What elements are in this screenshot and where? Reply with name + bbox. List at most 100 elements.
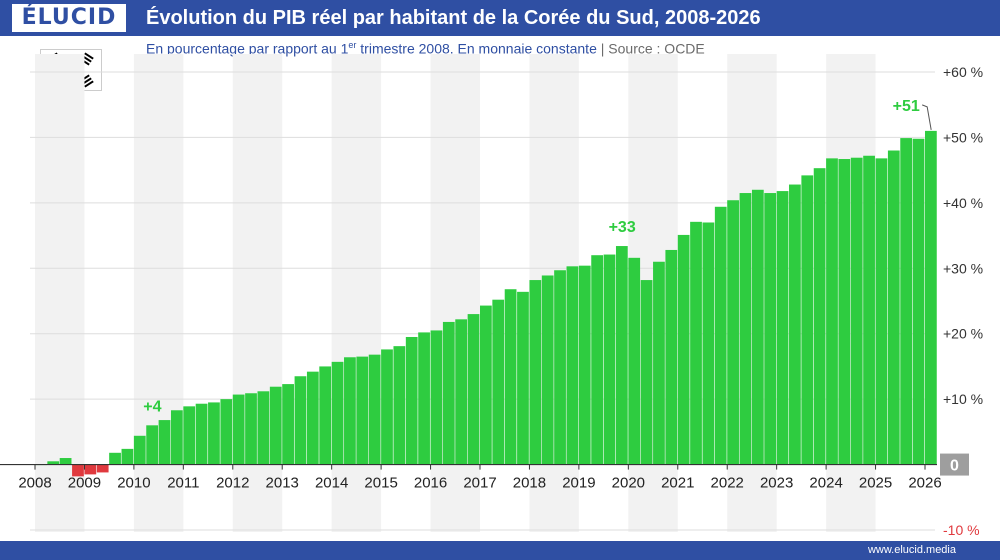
bar — [319, 366, 332, 465]
bar — [72, 464, 84, 477]
x-tick-label: 2015 — [364, 475, 397, 492]
data-annotation: +4 — [143, 398, 161, 415]
bar — [739, 193, 752, 465]
bar — [603, 254, 616, 465]
bar — [356, 356, 369, 465]
bar — [393, 346, 406, 465]
bar — [801, 175, 814, 465]
bar — [59, 458, 72, 465]
bar — [121, 448, 134, 465]
bar — [306, 371, 319, 465]
x-tick-label: 2021 — [661, 475, 694, 492]
bar — [368, 354, 381, 465]
bar — [208, 402, 220, 465]
bar — [133, 435, 146, 465]
bar — [826, 158, 838, 465]
bar — [925, 130, 937, 465]
bar — [566, 266, 579, 465]
bar — [887, 150, 900, 465]
x-tick-label: 2020 — [612, 475, 645, 492]
bar — [541, 275, 554, 465]
y-tick-label: +40 % — [943, 195, 983, 211]
y-tick-label: +20 % — [943, 326, 983, 342]
subtitle-text: En pourcentage par rapport au 1 — [146, 40, 349, 57]
bar — [381, 349, 393, 465]
bars — [35, 130, 937, 477]
bar — [467, 314, 480, 465]
bar — [838, 159, 851, 465]
bar — [875, 158, 888, 465]
bar — [220, 399, 233, 465]
bar — [245, 393, 257, 465]
year-stripe — [35, 54, 85, 532]
footer-url[interactable]: www.elucid.media — [867, 544, 956, 556]
bar — [863, 155, 875, 465]
bar — [170, 410, 183, 465]
x-tick-label: 2023 — [760, 475, 793, 492]
data-annotation: +33 — [609, 219, 636, 236]
x-tick-label: 2022 — [711, 475, 744, 492]
bar — [405, 336, 418, 465]
x-tick-label: 2013 — [266, 475, 299, 492]
bar — [665, 249, 678, 465]
bar — [442, 321, 455, 465]
annotations: +4 +33 +51 — [143, 98, 932, 415]
x-tick-label: 2025 — [859, 475, 892, 492]
bar — [504, 289, 517, 465]
subtitle-superscript: er — [348, 40, 357, 50]
subtitle-separator: | — [600, 40, 605, 57]
bar — [109, 452, 121, 465]
x-tick-label: 2017 — [463, 475, 496, 492]
chart-title: Évolution du PIB réel par habitant de la… — [146, 7, 761, 29]
bar — [257, 391, 270, 465]
bar — [480, 305, 492, 465]
bar — [776, 191, 789, 465]
brand-logo[interactable]: ÉLUCID — [12, 4, 126, 32]
bar — [615, 246, 628, 465]
x-tick-label: 2008 — [18, 475, 51, 492]
x-tick-label: 2018 — [513, 475, 546, 492]
bar — [764, 193, 777, 465]
bar — [591, 255, 604, 465]
bar — [96, 464, 109, 473]
annotation-leader-line — [921, 104, 932, 130]
bar — [331, 361, 344, 465]
bar — [269, 386, 282, 465]
bar — [418, 332, 430, 465]
bar — [146, 425, 159, 465]
bar — [294, 376, 307, 465]
bar — [677, 234, 690, 465]
y-tick-label: -10 % — [943, 522, 980, 538]
bar — [653, 261, 665, 465]
bar — [282, 384, 294, 465]
footer-bar: www.elucid.media — [0, 541, 1000, 560]
bar — [195, 403, 208, 465]
y-tick-label: 0 — [950, 458, 959, 475]
bar — [430, 330, 443, 465]
bar — [702, 222, 715, 465]
x-tick-label: 2026 — [908, 475, 941, 492]
bar — [789, 184, 801, 465]
bar — [640, 280, 653, 465]
x-tick-label: 2016 — [414, 475, 447, 492]
bar — [529, 280, 542, 465]
x-tick-label: 2009 — [68, 475, 101, 492]
bar — [727, 200, 739, 465]
bar — [813, 168, 826, 465]
y-tick-label: +60 % — [943, 64, 983, 80]
zero-label-box — [940, 453, 969, 476]
bar — [850, 157, 863, 465]
bar — [183, 406, 196, 465]
x-axis-labels: 2008 2009 2010 2011 2012 2013 2014 2015 2016 2017… — [18, 464, 942, 492]
y-tick-label: +10 % — [943, 391, 983, 407]
subtitle-text-end: trimestre 2008. En monnaie constante — [356, 40, 597, 57]
bar — [751, 189, 764, 465]
header-bar: ÉLUCID Évolution du PIB réel par habitan… — [0, 0, 1000, 36]
data-annotation: +51 — [893, 98, 920, 115]
bar — [628, 257, 641, 465]
source-label: Source : OCDE — [608, 40, 705, 57]
y-tick-label: +30 % — [943, 260, 983, 276]
bar — [900, 138, 913, 465]
x-tick-label: 2010 — [117, 475, 150, 492]
